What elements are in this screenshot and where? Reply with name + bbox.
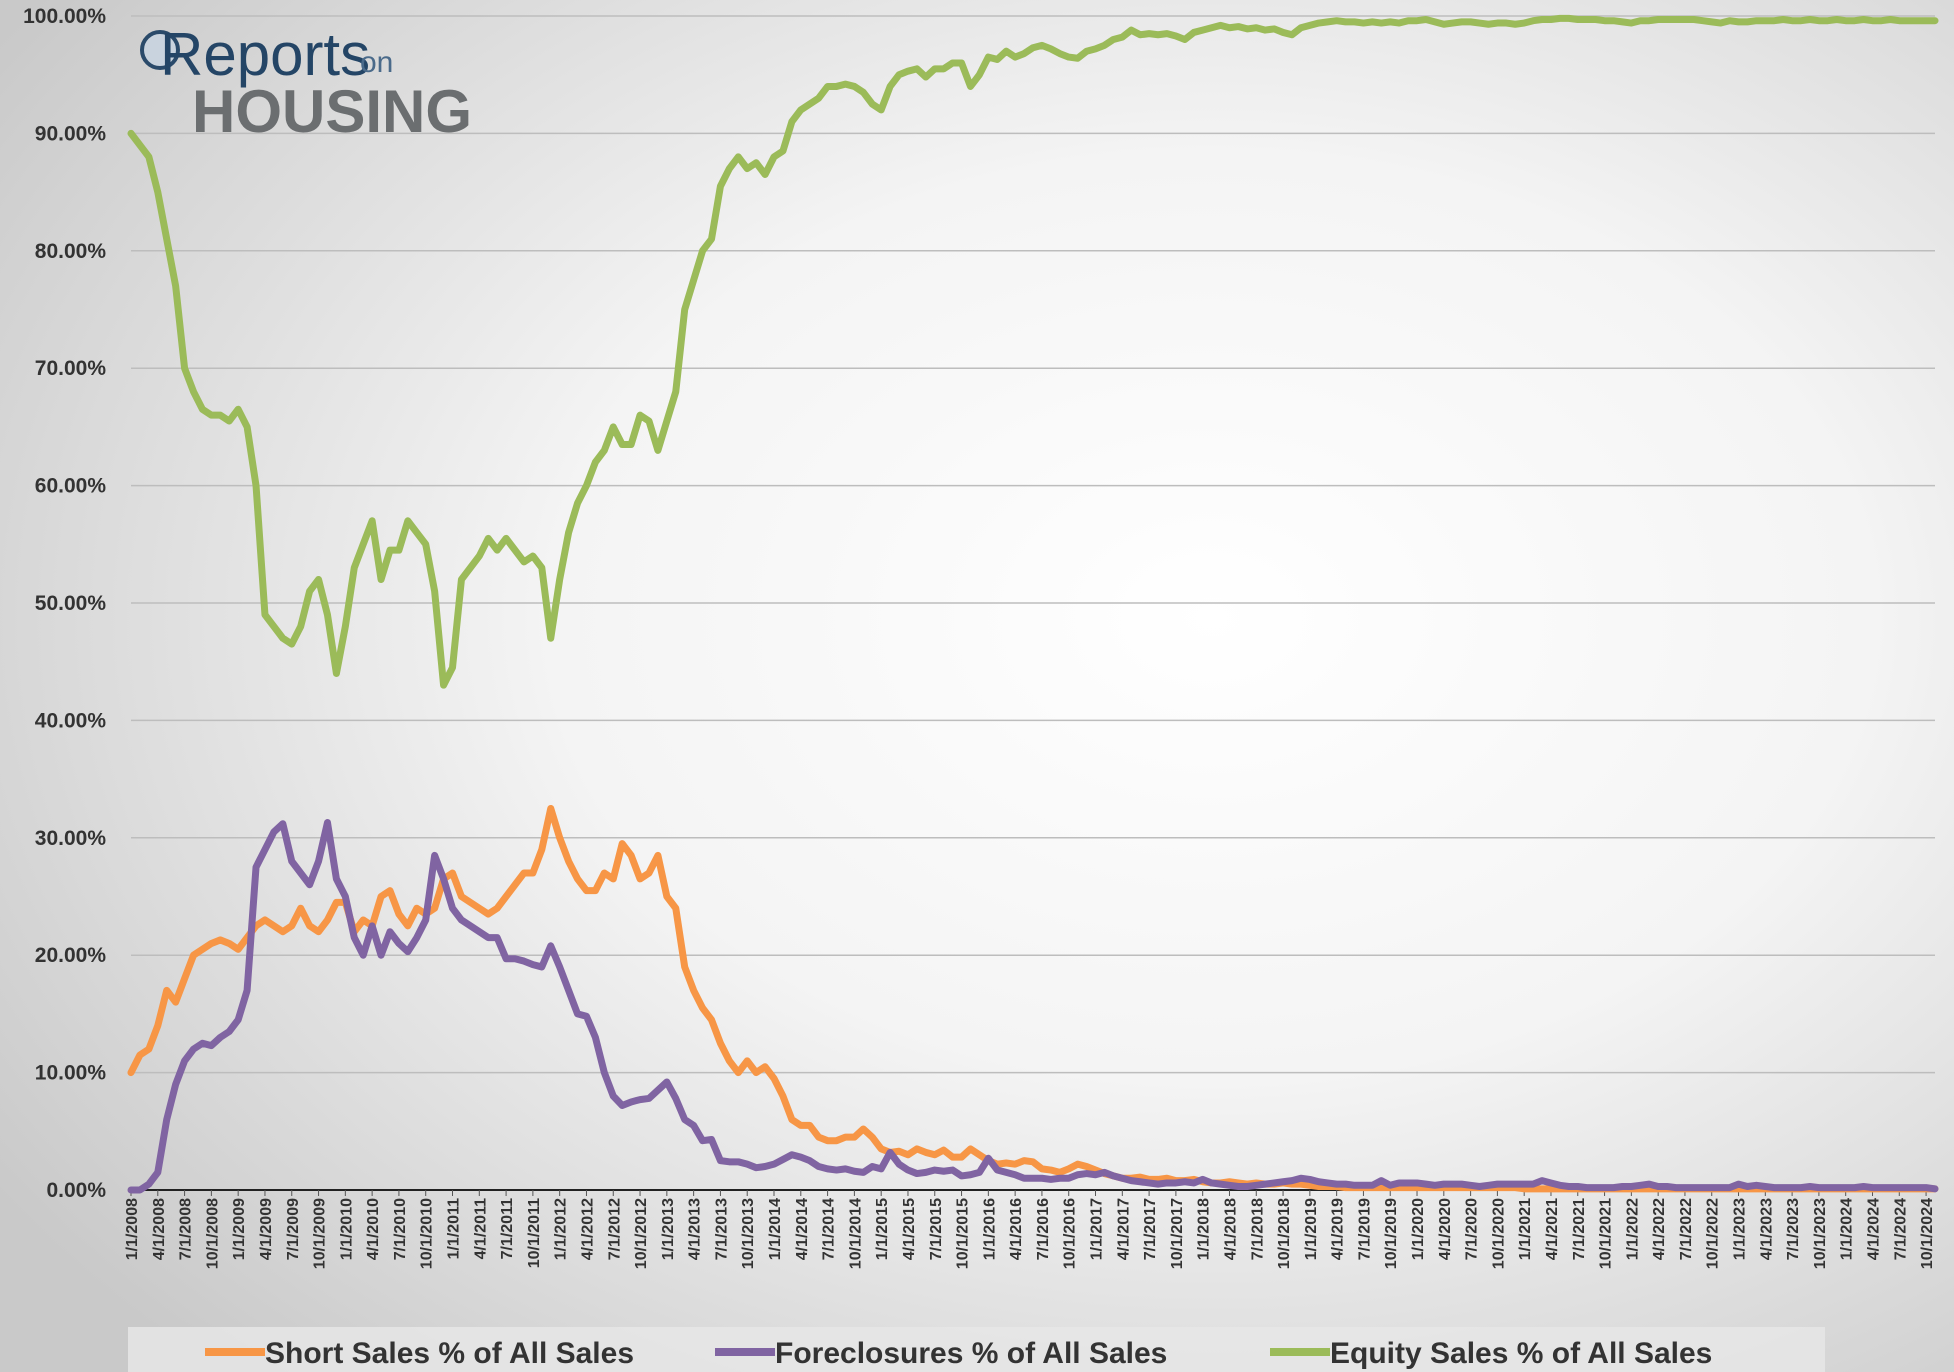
- x-tick-label: 4/1/2008: [151, 1198, 168, 1260]
- x-tick-label: 1/1/2021: [1517, 1198, 1534, 1260]
- x-tick-label: 1/1/2014: [767, 1198, 784, 1260]
- x-tick-label: 7/1/2013: [713, 1198, 730, 1260]
- x-tick-label: 7/1/2017: [1142, 1198, 1159, 1260]
- x-tick-label: 10/1/2017: [1169, 1198, 1186, 1269]
- x-tick-label: 4/1/2019: [1330, 1198, 1347, 1260]
- x-tick-label: 4/1/2023: [1758, 1198, 1775, 1260]
- x-tick-label: 4/1/2020: [1437, 1198, 1454, 1260]
- x-tick-label: 10/1/2009: [312, 1198, 329, 1269]
- x-tick-label: 7/1/2020: [1464, 1198, 1481, 1260]
- x-tick-label: 10/1/2020: [1490, 1198, 1507, 1269]
- y-tick-label: 70.00%: [35, 357, 107, 380]
- x-tick-label: 4/1/2021: [1544, 1198, 1561, 1260]
- y-tick-label: 0.00%: [46, 1179, 106, 1202]
- x-tick-label: 10/1/2024: [1919, 1198, 1936, 1269]
- series-line: [127, 14, 1939, 689]
- x-tick-label: 1/1/2022: [1624, 1198, 1641, 1260]
- x-tick-label: 4/1/2018: [1222, 1198, 1239, 1260]
- x-tick-label: 7/1/2012: [606, 1198, 623, 1260]
- x-tick-label: 10/1/2022: [1705, 1198, 1722, 1269]
- legend-box: [128, 1327, 1825, 1372]
- x-tick-label: 10/1/2023: [1812, 1198, 1829, 1269]
- y-tick-label: 50.00%: [35, 592, 107, 615]
- x-tick-label: 4/1/2016: [1008, 1198, 1025, 1260]
- x-tick-label: 10/1/2010: [419, 1198, 436, 1269]
- x-tick-label: 10/1/2018: [1276, 1198, 1293, 1269]
- x-tick-label: 10/1/2008: [204, 1198, 221, 1269]
- x-tick-label: 4/1/2010: [365, 1198, 382, 1260]
- x-tick-label: 4/1/2014: [794, 1198, 811, 1260]
- x-tick-label: 1/1/2020: [1410, 1198, 1427, 1260]
- x-tick-label: 7/1/2014: [821, 1198, 838, 1260]
- x-tick-label: 7/1/2021: [1571, 1198, 1588, 1260]
- x-tick-label: 1/1/2010: [338, 1198, 355, 1260]
- x-tick-label: 4/1/2022: [1651, 1198, 1668, 1260]
- legend-label: Short Sales % of All Sales: [265, 1337, 634, 1370]
- x-tick-label: 1/1/2009: [231, 1198, 248, 1260]
- x-tick-label: 1/1/2013: [660, 1198, 677, 1260]
- legend-label: Foreclosures % of All Sales: [775, 1337, 1167, 1370]
- x-tick-label: 10/1/2013: [740, 1198, 757, 1269]
- x-tick-label: 1/1/2023: [1732, 1198, 1749, 1260]
- x-tick-label: 7/1/2024: [1892, 1198, 1909, 1260]
- x-tick-label: 1/1/2017: [1089, 1198, 1106, 1260]
- x-tick-label: 7/1/2022: [1678, 1198, 1695, 1260]
- y-tick-label: 10.00%: [35, 1062, 107, 1085]
- logo-brand: Reports: [160, 21, 370, 88]
- x-tick-label: 4/1/2013: [687, 1198, 704, 1260]
- y-tick-label: 100.00%: [23, 5, 106, 28]
- x-tick-label: 1/1/2019: [1303, 1198, 1320, 1260]
- x-tick-label: 7/1/2018: [1249, 1198, 1266, 1260]
- grid: [131, 15, 1935, 1191]
- y-tick-label: 60.00%: [35, 475, 107, 498]
- x-tick-label: 7/1/2019: [1356, 1198, 1373, 1260]
- x-tick-label: 10/1/2015: [955, 1198, 972, 1269]
- x-tick-label: 10/1/2012: [633, 1198, 650, 1269]
- x-tick-label: 1/1/2012: [553, 1198, 570, 1260]
- x-tick-label: 7/1/2010: [392, 1198, 409, 1260]
- y-tick-label: 40.00%: [35, 709, 107, 732]
- y-tick-label: 80.00%: [35, 240, 107, 263]
- x-tick-label: 7/1/2015: [928, 1198, 945, 1260]
- x-tick-label: 1/1/2011: [446, 1198, 463, 1260]
- x-tick-label: 10/1/2014: [847, 1198, 864, 1269]
- x-tick-label: 4/1/2024: [1865, 1198, 1882, 1260]
- x-tick-label: 1/1/2008: [124, 1198, 141, 1260]
- x-tick-label: 4/1/2017: [1115, 1198, 1132, 1260]
- x-tick-label: 1/1/2018: [1196, 1198, 1213, 1260]
- x-tick-label: 7/1/2023: [1785, 1198, 1802, 1260]
- legend-label: Equity Sales % of All Sales: [1330, 1337, 1712, 1370]
- x-tick-label: 10/1/2016: [1062, 1198, 1079, 1269]
- x-tick-label: 1/1/2024: [1839, 1198, 1856, 1260]
- x-tick-label: 7/1/2016: [1035, 1198, 1052, 1260]
- logo-subject: HOUSING: [192, 78, 472, 145]
- x-tick-label: 7/1/2009: [285, 1198, 302, 1260]
- x-tick-label: 1/1/2016: [981, 1198, 998, 1260]
- y-tick-label: 20.00%: [35, 944, 107, 967]
- x-tick-label: 4/1/2011: [472, 1198, 489, 1260]
- x-tick-label: 4/1/2012: [579, 1198, 596, 1260]
- x-tick-label: 7/1/2011: [499, 1198, 516, 1260]
- y-tick-label: 30.00%: [35, 827, 107, 850]
- series-line: [127, 819, 1939, 1194]
- x-tick-label: 10/1/2011: [526, 1198, 543, 1268]
- x-tick-label: 10/1/2021: [1598, 1198, 1615, 1269]
- logo-icon: [140, 30, 180, 70]
- x-tick-label: 4/1/2015: [901, 1198, 918, 1260]
- y-tick-label: 90.00%: [35, 122, 107, 145]
- x-tick-label: 1/1/2015: [874, 1198, 891, 1260]
- x-tick-label: 4/1/2009: [258, 1198, 275, 1260]
- x-tick-label: 10/1/2019: [1383, 1198, 1400, 1269]
- logo-connector: on: [360, 46, 393, 79]
- x-tick-label: 7/1/2008: [178, 1198, 195, 1260]
